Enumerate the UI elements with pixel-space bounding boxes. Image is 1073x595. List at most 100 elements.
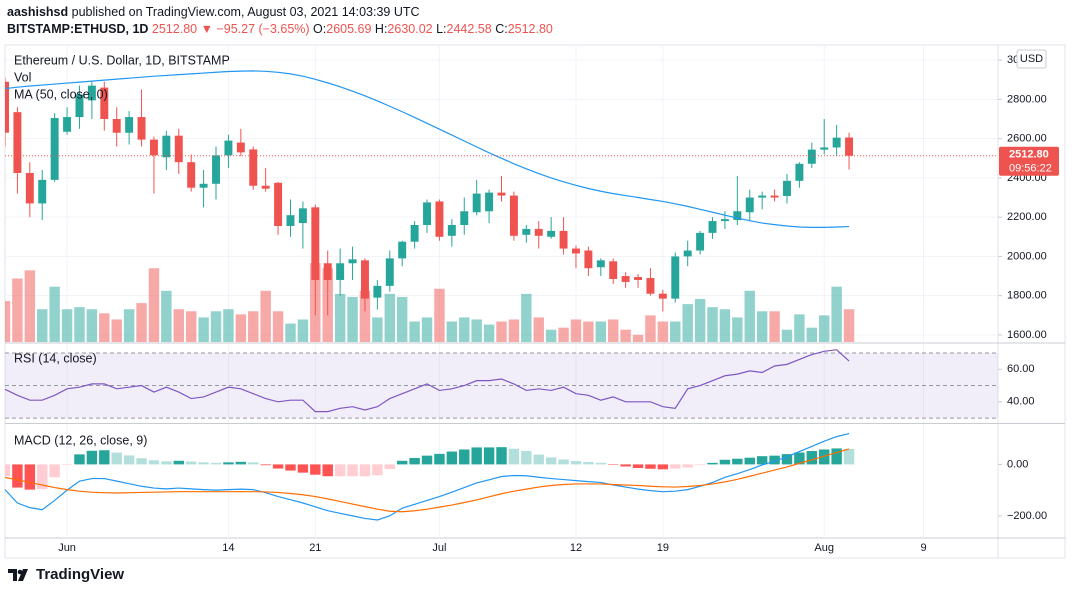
candle-body <box>348 259 357 264</box>
line <box>5 70 850 228</box>
volume-bar <box>49 286 60 342</box>
candle-body <box>832 137 841 148</box>
volume-bar <box>483 324 495 342</box>
x-tick-label: 21 <box>309 542 321 554</box>
ohlc-value: 2442.58 <box>446 22 492 36</box>
histogram-bar <box>409 457 420 465</box>
histogram-bar <box>235 461 247 465</box>
candle-body <box>447 225 456 236</box>
histogram-bar <box>645 464 656 469</box>
volume-bar <box>794 314 805 342</box>
publisher: aashishsd <box>7 5 69 19</box>
candle-body <box>410 225 419 242</box>
volume-bar <box>570 319 582 342</box>
y-tick-label: 2600.00 <box>1007 133 1047 145</box>
candle-body <box>162 135 171 158</box>
price-label: 2512.80 <box>1009 149 1049 161</box>
candle-body <box>485 192 494 212</box>
candle-body <box>807 149 816 164</box>
volume-bar <box>446 321 458 342</box>
histogram-bar <box>483 447 495 465</box>
candle-body <box>336 263 345 280</box>
volume-bar <box>37 309 48 342</box>
currency-box <box>1016 49 1047 69</box>
histogram-bar <box>49 464 60 478</box>
volume-bar <box>583 321 594 342</box>
volume-bar <box>421 317 433 342</box>
volume-bar <box>161 290 172 342</box>
volume-bar <box>285 323 296 342</box>
price-change: ▼ −95.27 (−3.65%) <box>200 22 310 36</box>
histogram-bar <box>5 464 11 477</box>
volume-bar <box>409 321 420 342</box>
volume-bar <box>223 309 234 342</box>
volume-bar <box>545 329 557 342</box>
line <box>5 349 850 413</box>
price-label-box <box>999 146 1059 176</box>
candle-body <box>745 197 754 213</box>
y-tick-label: 2800.00 <box>1007 93 1047 105</box>
histogram-bar <box>558 459 569 465</box>
volume-bar <box>24 270 36 342</box>
histogram-bar <box>583 462 594 465</box>
histogram-bar <box>24 464 36 490</box>
volume-bar <box>347 296 358 342</box>
ohlc-label: C: <box>495 22 508 36</box>
volume-bar <box>496 321 507 342</box>
volume-bar <box>396 296 408 342</box>
ohlc-value: 2512.80 <box>507 22 553 36</box>
line <box>5 448 850 513</box>
plot-area <box>5 45 998 538</box>
candle-body <box>323 263 332 280</box>
candle-body <box>100 87 109 120</box>
volume-bar <box>210 311 222 342</box>
ohlc-value: 2605.69 <box>326 22 372 36</box>
x-tick-label: 12 <box>570 542 582 554</box>
candle-body <box>584 250 593 269</box>
volume-bar <box>372 317 383 342</box>
candle-body <box>87 85 96 101</box>
histogram-bar <box>843 448 855 465</box>
candle-body <box>559 230 568 249</box>
candle-body <box>212 155 220 184</box>
volume-bar <box>843 309 855 342</box>
legend-entry: MA (50, close, 0) <box>14 87 108 101</box>
candle-body <box>572 248 580 254</box>
histogram-bar <box>74 454 85 465</box>
volume-bar <box>99 313 110 342</box>
candle-body <box>696 232 705 251</box>
candle-body <box>38 179 47 204</box>
candle-body <box>224 140 233 156</box>
candle-body <box>783 180 791 196</box>
histogram-bar <box>260 464 271 466</box>
histogram-bar <box>99 450 110 465</box>
line <box>5 432 850 521</box>
histogram-bar <box>570 461 582 465</box>
histogram-bar <box>297 464 309 473</box>
volume-bar <box>148 268 160 342</box>
header: aashishsd published on TradingView.com, … <box>7 4 553 38</box>
ohlc-value: 2630.02 <box>387 22 433 36</box>
chart: Jun 14 21 Jul 12 19 Aug 9 1600.00 1800.00 2000.00 2… <box>4 44 1066 559</box>
currency: USD <box>1020 53 1043 65</box>
histogram-bar <box>781 454 793 465</box>
candle-body <box>770 195 779 198</box>
candle-body <box>373 285 382 298</box>
candle-body <box>75 94 84 118</box>
y-tick-label: −200.00 <box>1007 510 1047 522</box>
histogram-bar <box>620 464 631 467</box>
volume-bar <box>769 311 780 342</box>
candle-body <box>311 207 320 280</box>
volume-bar <box>744 290 755 342</box>
histogram-bar <box>595 462 607 465</box>
histogram-bar <box>310 464 321 475</box>
last-price: 2512.80 <box>151 22 198 36</box>
candle-body <box>385 258 394 286</box>
candle-body <box>534 228 543 236</box>
candle-body <box>634 277 643 280</box>
candle-body <box>658 293 667 299</box>
volume-bar <box>136 303 147 342</box>
candle-body <box>435 201 444 237</box>
histogram-bar <box>421 455 433 465</box>
candle-body <box>423 202 431 226</box>
